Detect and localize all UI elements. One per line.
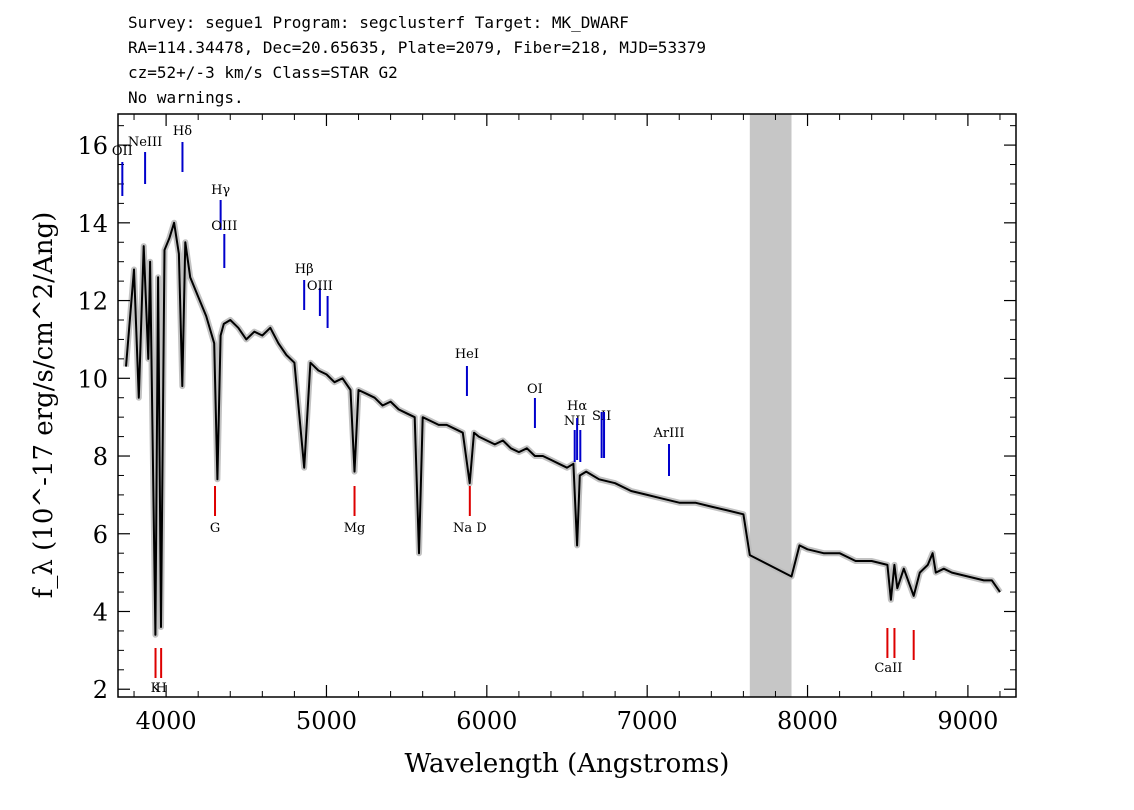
x-tick-label: 7000 [617,707,678,735]
emission-label: OII [112,144,133,159]
masked-region [749,114,792,697]
y-axis-label: f_λ (10^-17 erg/s/cm^2/Ang) [29,212,59,598]
y-tick-label: 4 [93,598,108,626]
absorption-label: Na D [453,521,487,536]
y-tick-label: 8 [93,443,108,471]
absorption-label: G [210,521,220,536]
emission-label: ArIII [652,426,684,441]
emission-label: Hα [567,399,587,414]
header-line-3: cz=52+/-3 km/s Class=STAR G2 [128,63,398,82]
emission-label: SII [592,409,611,424]
y-tick-label: 12 [77,288,108,316]
y-tick-label: 2 [93,676,108,704]
y-tick-label: 14 [77,210,108,238]
x-tick-label: 5000 [296,707,357,735]
y-tick-label: 16 [77,132,108,160]
y-tick-label: 6 [93,521,108,549]
emission-label: OIII [211,219,237,234]
x-tick-label: 6000 [456,707,517,735]
absorption-label: CaII [874,661,902,676]
x-tick-label: 4000 [136,707,197,735]
emission-label: OIII [307,279,333,294]
absorption-label: Mg [344,521,366,536]
emission-label: HeI [455,347,479,362]
emission-label: NeIII [128,135,162,150]
emission-label: Hβ [295,262,314,277]
x-tick-label: 9000 [937,707,998,735]
y-tick-label: 10 [77,365,108,393]
emission-label: NII [564,414,586,429]
header-line-1: Survey: segue1 Program: segclusterf Targ… [128,13,629,32]
header-line-4: No warnings. [128,88,244,107]
emission-label: OI [527,382,543,397]
emission-label: Hγ [211,183,230,198]
header-line-2: RA=114.34478, Dec=20.65635, Plate=2079, … [128,38,706,57]
plot-frame [117,113,1017,698]
x-tick-label: 8000 [777,707,838,735]
flux-line [125,221,1001,636]
absorption-label: K [151,681,161,696]
absorption-label: H [155,681,166,696]
x-axis-label: Wavelength (Angstroms) [405,749,730,779]
emission-label: Hδ [173,124,192,139]
